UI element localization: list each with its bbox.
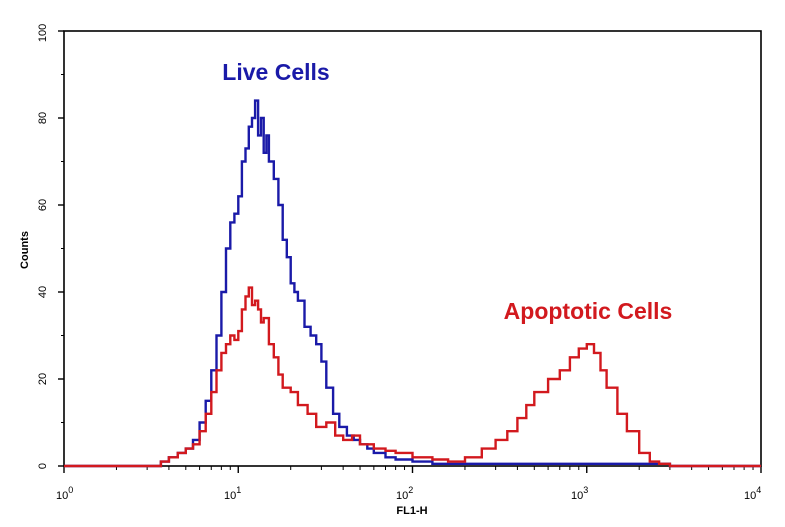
x-tick-label-100: 102 (396, 485, 413, 502)
x-tick-label-1000: 103 (571, 485, 588, 502)
y-tick-label-60: 60 (37, 199, 49, 211)
y-tick-label-40: 40 (37, 286, 49, 298)
y-tick-label-80: 80 (37, 112, 49, 124)
x-tick-label-1: 100 (56, 485, 73, 502)
series-layer (64, 99, 761, 468)
x-tick-label-10: 101 (224, 485, 241, 502)
y-tick-label-0: 0 (37, 463, 49, 469)
y-tick-label-100: 100 (37, 24, 49, 42)
y-axis-title: Counts (19, 231, 31, 269)
y-tick-labels: 0 20 40 60 80 100 (37, 24, 49, 469)
x-tick-labels: 100 101 102 103 104 (56, 485, 761, 502)
y-tick-label-20: 20 (37, 373, 49, 385)
x-axis-ticks (63, 466, 762, 473)
series-line-apoptotic (64, 286, 761, 468)
live-cells-annotation: Live Cells (222, 59, 329, 85)
y-axis-ticks (58, 30, 64, 467)
plot-frame (63, 30, 762, 467)
x-axis-title: FL1-H (396, 505, 427, 517)
x-tick-label-10000: 104 (744, 485, 761, 502)
apoptotic-cells-annotation: Apoptotic Cells (504, 298, 673, 324)
